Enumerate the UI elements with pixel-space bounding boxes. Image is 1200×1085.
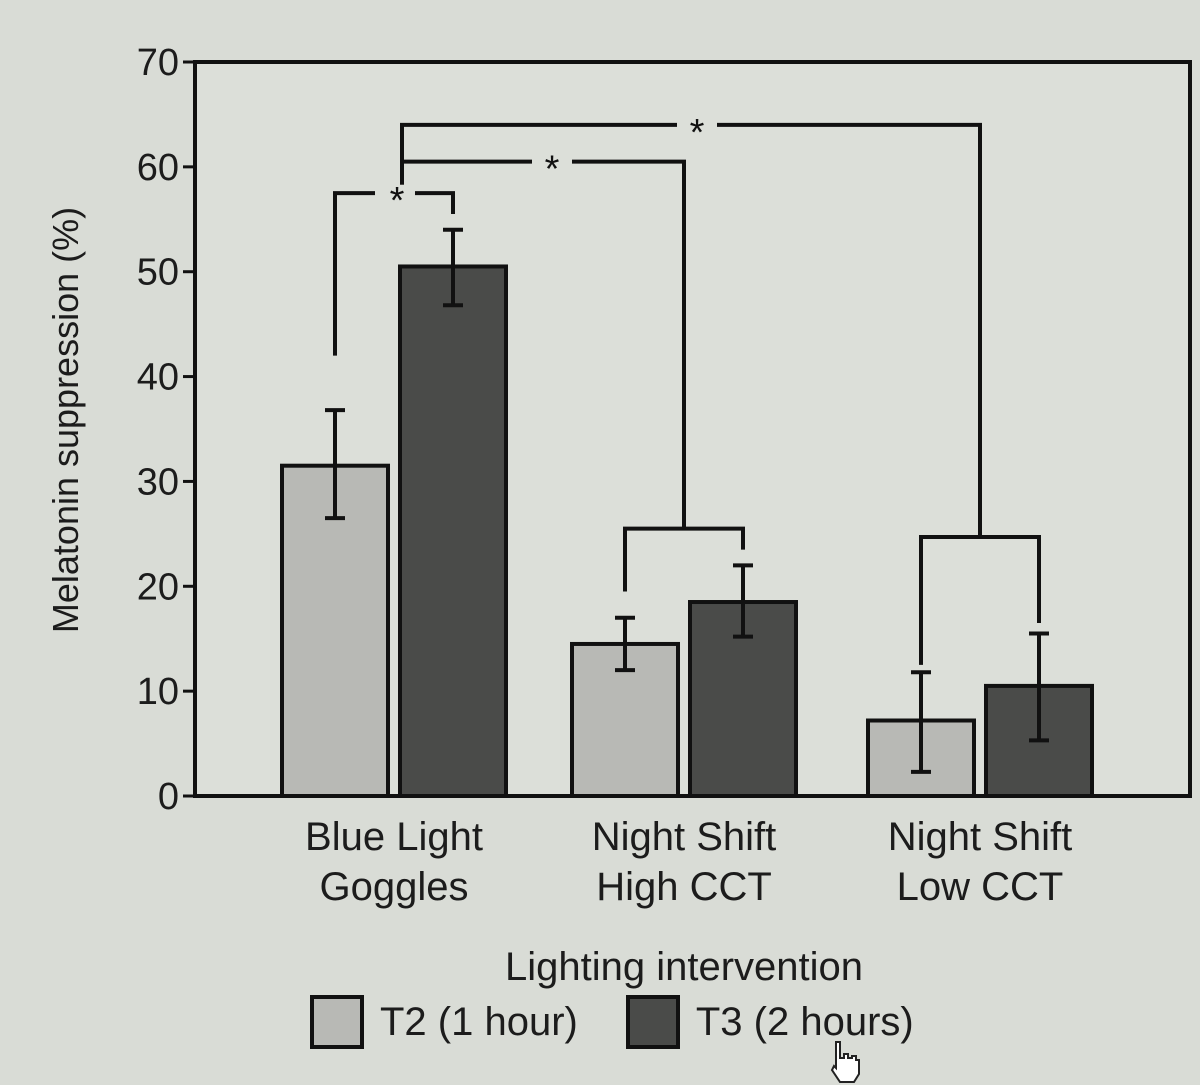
- x-tick-label: Low CCT: [897, 865, 1064, 909]
- legend: T2 (1 hour) T3 (2 hours): [310, 995, 962, 1049]
- x-tick-label: High CCT: [596, 865, 772, 909]
- legend-item-t2: T2 (1 hour): [310, 995, 578, 1049]
- legend-label-t3: T3 (2 hours): [695, 999, 914, 1044]
- y-tick-label: 70: [137, 42, 179, 84]
- y-tick-label: 0: [158, 776, 179, 818]
- legend-swatch-t3: [625, 995, 680, 1049]
- bar-t2: [280, 463, 390, 798]
- bar-t3: [688, 600, 798, 798]
- y-tick-label: 30: [137, 461, 179, 503]
- y-tick-label: 50: [137, 252, 179, 294]
- y-tick-label: 60: [137, 147, 179, 189]
- hand-pointer-icon: [830, 1041, 860, 1083]
- legend-item-t3: T3 (2 hours): [625, 995, 914, 1049]
- significance-star: *: [690, 112, 705, 154]
- y-axis-label: Melatonin suppression (%): [45, 207, 86, 633]
- x-tick-label: Night Shift: [888, 815, 1073, 859]
- significance-star: *: [390, 180, 405, 222]
- x-tick-label: Night Shift: [592, 815, 777, 859]
- bracket-goggles-low: [717, 122, 982, 538]
- x-axis-label: Lighting intervention: [505, 945, 863, 989]
- y-tick-label: 20: [137, 566, 179, 608]
- x-tick-label: Goggles: [320, 865, 469, 909]
- legend-label-t2: T2 (1 hour): [380, 999, 578, 1044]
- bar-t3: [398, 264, 508, 798]
- legend-swatch-t2: [310, 995, 364, 1049]
- bracket-low-cct: [919, 535, 1041, 665]
- bracket-within-group: [333, 191, 375, 356]
- significance-star: *: [545, 149, 560, 191]
- bracket-within-group: [415, 191, 455, 215]
- y-tick-label: 10: [137, 671, 179, 713]
- x-tick-label: Blue Light: [305, 815, 483, 859]
- y-tick-label: 40: [137, 357, 179, 399]
- bracket-goggles-low: [400, 122, 677, 185]
- bracket-goggles-high: [572, 159, 686, 529]
